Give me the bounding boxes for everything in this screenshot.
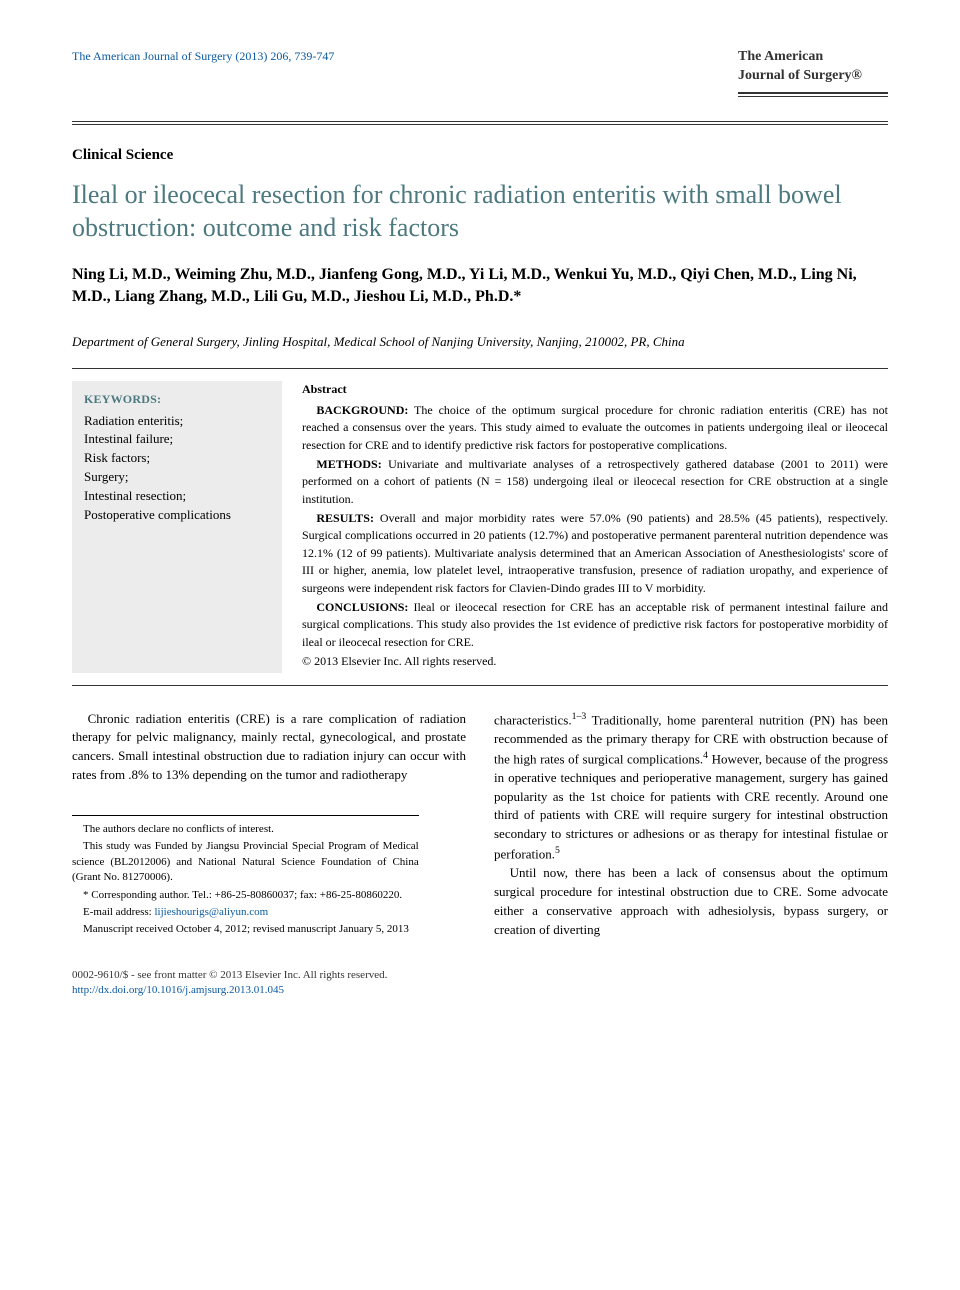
logo-divider [738, 92, 888, 94]
abstract-methods: METHODS: Univariate and multivariate ana… [302, 456, 888, 508]
footnote-manuscript: Manuscript received October 4, 2012; rev… [72, 922, 419, 937]
journal-logo: The American Journal of Surgery® [738, 48, 888, 97]
sup-5: 5 [555, 845, 560, 856]
results-text: Overall and major morbidity rates were 5… [302, 511, 888, 595]
section-label: Clinical Science [72, 145, 888, 165]
logo-line1: The American [738, 48, 888, 67]
sup-4: 4 [703, 750, 708, 761]
footnote-email: E-mail address: lijieshourigs@aliyun.com [72, 905, 419, 920]
methods-text: Univariate and multivariate analyses of … [302, 457, 888, 506]
right-paragraph-2: Until now, there has been a lack of cons… [494, 864, 888, 939]
keywords-list: Radiation enteritis; Intestinal failure;… [84, 412, 270, 525]
keywords-title: KEYWORDS: [84, 391, 270, 407]
front-matter: 0002-9610/$ - see front matter © 2013 El… [72, 968, 387, 983]
results-label: RESULTS: [316, 511, 374, 525]
email-link[interactable]: lijieshourigs@aliyun.com [154, 906, 268, 918]
header-top: The American Journal of Surgery (2013) 2… [72, 48, 888, 97]
right-column: characteristics.1–3 Traditionally, home … [494, 710, 888, 940]
right-p1-tail: However, because of the progress in oper… [494, 751, 888, 862]
authors-list: Ning Li, M.D., Weiming Zhu, M.D., Jianfe… [72, 264, 888, 309]
rule-mid [72, 368, 888, 369]
footnote-corresponding: * Corresponding author. Tel.: +86-25-808… [72, 888, 419, 903]
rule-below-abstract [72, 685, 888, 686]
conclusions-label: CONCLUSIONS: [316, 600, 408, 614]
journal-citation: The American Journal of Surgery (2013) 2… [72, 48, 334, 64]
article-title: Ileal or ileocecal resection for chronic… [72, 179, 888, 244]
bottom-left: 0002-9610/$ - see front matter © 2013 El… [72, 968, 387, 998]
abstract-box: Abstract BACKGROUND: The choice of the o… [302, 381, 888, 672]
rule-top1 [72, 121, 888, 122]
keywords-box: KEYWORDS: Radiation enteritis; Intestina… [72, 381, 282, 672]
keywords-abstract-block: KEYWORDS: Radiation enteritis; Intestina… [72, 381, 888, 672]
right-paragraph-1: characteristics.1–3 Traditionally, home … [494, 710, 888, 865]
abstract-background: BACKGROUND: The choice of the optimum su… [302, 402, 888, 454]
affiliation: Department of General Surgery, Jinling H… [72, 333, 888, 351]
left-paragraph-1: Chronic radiation enteritis (CRE) is a r… [72, 710, 466, 785]
right-p1-pre: characteristics. [494, 712, 572, 727]
sup-1-3: 1–3 [572, 711, 587, 722]
footnotes-block: The authors declare no conflicts of inte… [72, 815, 419, 938]
footnote-conflict: The authors declare no conflicts of inte… [72, 822, 419, 837]
body-columns: Chronic radiation enteritis (CRE) is a r… [72, 710, 888, 940]
abstract-conclusions: CONCLUSIONS: Ileal or ileocecal resectio… [302, 599, 888, 651]
abstract-results: RESULTS: Overall and major morbidity rat… [302, 510, 888, 597]
abstract-heading: Abstract [302, 381, 888, 398]
logo-line2: Journal of Surgery® [738, 67, 888, 86]
logo-divider2 [738, 96, 888, 97]
doi-link[interactable]: http://dx.doi.org/10.1016/j.amjsurg.2013… [72, 983, 387, 998]
abstract-copyright: © 2013 Elsevier Inc. All rights reserved… [302, 653, 888, 670]
left-column: Chronic radiation enteritis (CRE) is a r… [72, 710, 466, 940]
bottom-bar: 0002-9610/$ - see front matter © 2013 El… [72, 968, 888, 998]
rule-top2 [72, 124, 888, 125]
background-label: BACKGROUND: [316, 403, 408, 417]
methods-label: METHODS: [316, 457, 381, 471]
footnote-funding: This study was Funded by Jiangsu Provinc… [72, 839, 419, 885]
